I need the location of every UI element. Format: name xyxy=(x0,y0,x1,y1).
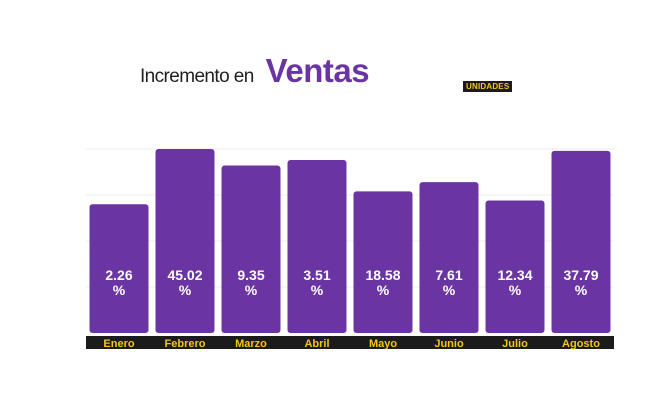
data-label-junio: 7.61 xyxy=(435,267,462,283)
bar-mayo xyxy=(353,191,413,333)
tick-label-mayo: Mayo xyxy=(369,338,397,350)
bar-febrero xyxy=(155,149,215,333)
data-label-febrero: 45.02 xyxy=(167,267,202,283)
chart-title: Incremento en Ventas xyxy=(140,52,370,90)
tick-label-febrero: Febrero xyxy=(165,338,206,350)
bar-marzo xyxy=(221,165,281,333)
data-label-agosto: 37.79 xyxy=(563,267,598,283)
data-label-julio: 12.34 xyxy=(497,267,532,283)
bar-enero xyxy=(89,204,149,333)
category-label-band xyxy=(86,336,614,349)
data-label-febrero: % xyxy=(179,282,192,298)
data-label-abril: % xyxy=(311,282,324,298)
data-label-abril: 3.51 xyxy=(303,267,330,283)
bar-junio xyxy=(419,182,479,333)
data-label-enero: % xyxy=(113,282,126,298)
tick-label-agosto: Agosto xyxy=(562,338,600,350)
tick-label-junio: Junio xyxy=(434,338,464,350)
tick-label-julio: Julio xyxy=(502,338,528,350)
bar-julio xyxy=(485,200,545,333)
title-main: Ventas xyxy=(265,52,370,89)
data-label-enero: 2.26 xyxy=(105,267,132,283)
title-prefix: Incremento en xyxy=(140,66,254,87)
data-label-mayo: % xyxy=(377,282,390,298)
bar-agosto xyxy=(551,150,611,333)
units-badge: UNIDADES xyxy=(463,81,513,92)
data-label-mayo: 18.58 xyxy=(365,267,400,283)
data-label-marzo: 9.35 xyxy=(237,267,264,283)
tick-label-enero: Enero xyxy=(103,338,134,350)
data-label-marzo: % xyxy=(245,282,258,298)
bar-abril xyxy=(287,160,347,333)
tick-label-marzo: Marzo xyxy=(235,338,267,350)
data-label-agosto: % xyxy=(575,282,588,298)
data-label-julio: % xyxy=(509,282,522,298)
data-label-junio: % xyxy=(443,282,456,298)
tick-label-abril: Abril xyxy=(304,338,329,350)
